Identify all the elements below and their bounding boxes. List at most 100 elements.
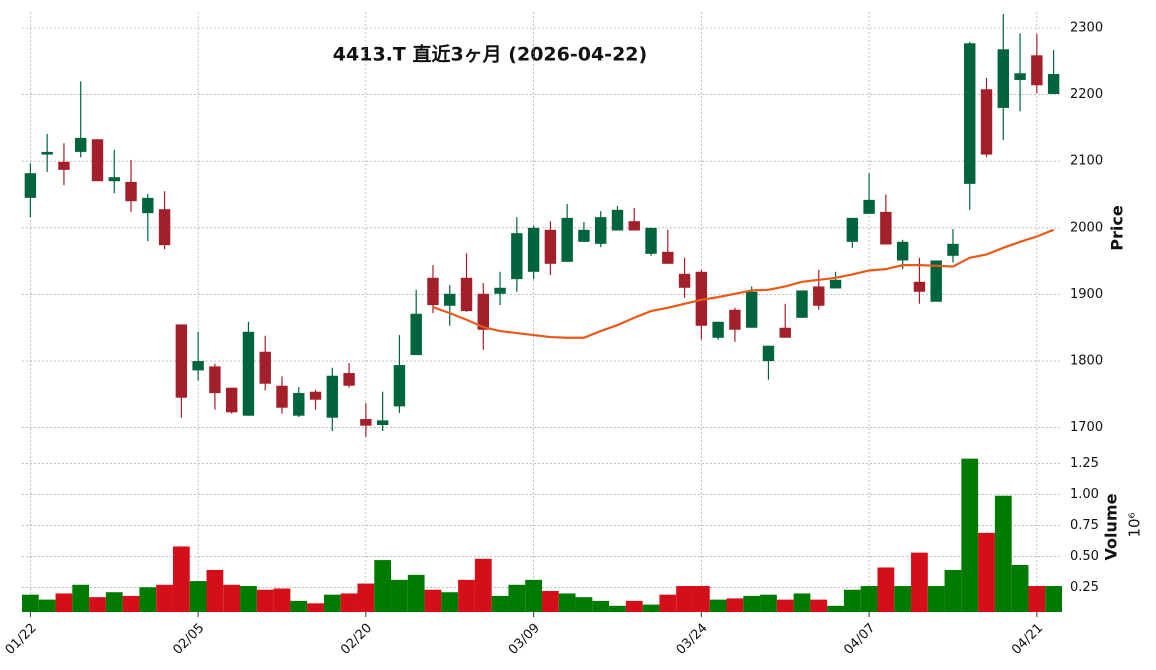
volume-bar	[357, 583, 375, 612]
candle-body	[729, 309, 741, 330]
candle-body	[980, 89, 993, 155]
volume-bar	[256, 589, 274, 612]
candle-body	[913, 281, 926, 292]
volume-bar	[961, 458, 979, 612]
candle-body	[376, 420, 389, 426]
candle-body	[762, 345, 775, 362]
x-tick-label: 04/07	[841, 621, 878, 658]
volume-bar	[994, 495, 1012, 612]
volume-bar	[1028, 586, 1046, 612]
candle-body	[326, 375, 339, 418]
volume-bar	[709, 599, 727, 612]
candle-body	[293, 393, 305, 416]
candle-body	[41, 151, 53, 155]
volume-bar	[860, 586, 878, 612]
candle-body	[1031, 55, 1043, 86]
y2-tick-label: 1.25	[1070, 456, 1099, 471]
y-tick-label: 2200	[1070, 87, 1103, 102]
candle-body	[393, 365, 406, 407]
volume-bar	[692, 586, 710, 612]
candle-body	[242, 331, 255, 416]
candle-body	[511, 233, 523, 280]
candle-body	[1014, 73, 1026, 80]
volume-bar	[726, 598, 744, 612]
candle-body	[444, 293, 456, 306]
volume-bar	[1045, 586, 1062, 612]
volume-bar	[625, 600, 643, 612]
candle-body	[829, 279, 842, 289]
candle-body	[544, 229, 557, 264]
volume-bar	[340, 593, 358, 612]
volume-bar	[676, 586, 693, 612]
volume-bar	[206, 569, 224, 612]
candle-body	[662, 251, 674, 264]
y-tick-label: 1700	[1070, 420, 1103, 435]
candle-body	[192, 361, 204, 371]
volume-bar	[944, 569, 962, 612]
x-tick-label: 03/24	[674, 621, 711, 658]
x-tick-label: 02/20	[338, 621, 375, 658]
volume-bar	[307, 603, 324, 612]
candle-body	[494, 287, 506, 294]
chart-title: 4413.T 直近3ヶ月 (2026-04-22)	[333, 43, 647, 66]
volume-bar	[72, 584, 90, 612]
volume-bar	[189, 581, 207, 612]
candle-body	[460, 277, 473, 312]
candle-body	[360, 419, 372, 426]
candle-body	[527, 227, 540, 272]
volume-bar	[877, 567, 895, 612]
volume-bar	[592, 600, 610, 612]
volume-bar	[22, 594, 39, 612]
volume-bar	[659, 594, 677, 612]
candle-body	[813, 286, 825, 306]
volume-bar	[793, 593, 811, 612]
candle-body	[58, 161, 70, 170]
candle-body	[796, 290, 808, 318]
volume-bar	[172, 546, 190, 612]
candle-body	[209, 366, 221, 394]
candle-body	[108, 177, 120, 182]
candle-body	[678, 273, 691, 288]
volume-bar	[1011, 565, 1029, 612]
volume-bar	[407, 574, 425, 612]
candle-body	[125, 181, 137, 202]
candle-body	[175, 324, 188, 398]
volume-bar	[776, 599, 794, 612]
volume-bar	[223, 584, 241, 612]
x-tick-label: 01/22	[3, 621, 40, 658]
candle-body	[745, 291, 758, 328]
volume-bar	[810, 599, 828, 612]
candle-body	[477, 293, 489, 330]
volume-bar	[491, 595, 509, 612]
candle-body	[24, 173, 37, 198]
moving-average-line	[432, 228, 1055, 339]
volume-bar	[843, 589, 861, 612]
candle-body	[343, 373, 355, 386]
x-tick-label: 04/21	[1009, 621, 1046, 658]
candle-body	[846, 217, 859, 242]
volume-bar	[441, 592, 459, 612]
y2-tick-label: 0.50	[1070, 549, 1099, 564]
candle-body	[75, 137, 87, 152]
volume-bar	[474, 558, 492, 612]
candle-body	[276, 385, 288, 408]
volume-bar	[978, 532, 995, 612]
candle-body	[158, 209, 171, 246]
volume-bar	[89, 597, 106, 612]
volume-bar	[827, 605, 844, 612]
volume-bar	[122, 595, 140, 612]
volume-bar	[458, 579, 475, 612]
volume-bar	[323, 594, 341, 612]
candle-body	[561, 217, 573, 262]
y-axis-title: Price	[1108, 205, 1127, 251]
candle-body	[259, 351, 271, 384]
candle-body	[964, 43, 976, 184]
volume-bar	[525, 579, 542, 612]
candle-body	[595, 217, 607, 244]
candle-body	[645, 227, 657, 254]
candle-body	[947, 243, 959, 256]
candle-body	[309, 391, 322, 400]
volume-bar	[38, 599, 56, 612]
y2-axis-title: Volume	[1102, 493, 1121, 560]
y-tick-label: 1900	[1070, 287, 1103, 302]
